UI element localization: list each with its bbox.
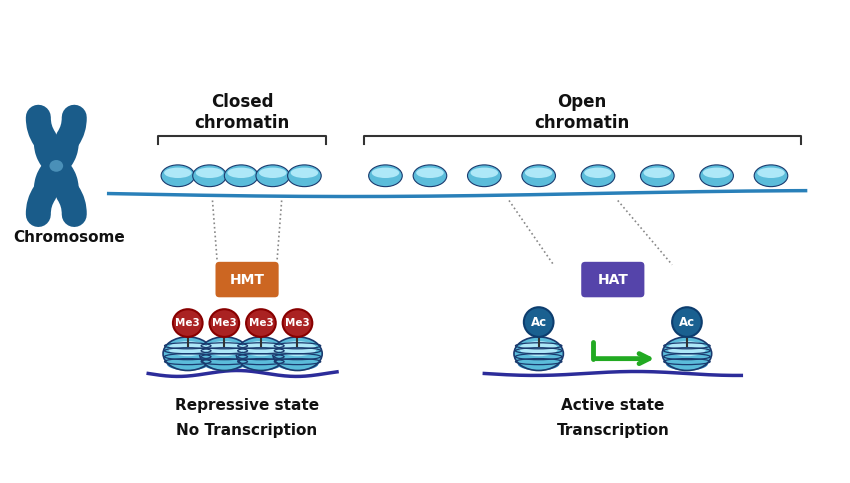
- Ellipse shape: [514, 337, 564, 370]
- Ellipse shape: [470, 174, 499, 184]
- Ellipse shape: [413, 165, 447, 186]
- Ellipse shape: [241, 341, 280, 356]
- Ellipse shape: [163, 337, 212, 370]
- Ellipse shape: [703, 168, 730, 178]
- Text: HMT: HMT: [230, 272, 264, 286]
- Ellipse shape: [163, 174, 192, 184]
- FancyBboxPatch shape: [214, 261, 280, 298]
- Ellipse shape: [524, 174, 553, 184]
- Ellipse shape: [276, 357, 319, 370]
- Ellipse shape: [291, 168, 318, 178]
- Ellipse shape: [48, 159, 65, 173]
- Ellipse shape: [203, 357, 246, 370]
- Ellipse shape: [662, 337, 711, 370]
- Ellipse shape: [757, 168, 785, 178]
- Text: Transcription: Transcription: [557, 423, 669, 438]
- Ellipse shape: [273, 337, 322, 370]
- Ellipse shape: [584, 174, 612, 184]
- Ellipse shape: [205, 341, 244, 356]
- Ellipse shape: [209, 309, 239, 337]
- Text: Chromosome: Chromosome: [13, 230, 125, 245]
- Ellipse shape: [371, 168, 399, 178]
- Ellipse shape: [672, 307, 702, 337]
- Ellipse shape: [518, 357, 559, 370]
- Ellipse shape: [240, 357, 282, 370]
- Ellipse shape: [641, 165, 674, 186]
- Ellipse shape: [643, 174, 672, 184]
- Ellipse shape: [643, 168, 672, 178]
- Ellipse shape: [416, 174, 445, 184]
- Ellipse shape: [227, 174, 255, 184]
- Text: Me3: Me3: [212, 318, 236, 328]
- Ellipse shape: [668, 341, 706, 356]
- Ellipse shape: [167, 357, 209, 370]
- Ellipse shape: [161, 165, 195, 186]
- Ellipse shape: [193, 165, 226, 186]
- Ellipse shape: [168, 341, 207, 356]
- Text: Active state: Active state: [561, 398, 665, 413]
- Ellipse shape: [416, 168, 444, 178]
- Ellipse shape: [196, 168, 224, 178]
- Ellipse shape: [524, 307, 553, 337]
- Ellipse shape: [522, 165, 556, 186]
- Ellipse shape: [227, 168, 255, 178]
- Ellipse shape: [756, 174, 785, 184]
- Ellipse shape: [471, 168, 498, 178]
- Ellipse shape: [290, 174, 319, 184]
- Ellipse shape: [287, 165, 321, 186]
- Ellipse shape: [196, 174, 224, 184]
- Ellipse shape: [468, 165, 502, 186]
- Ellipse shape: [371, 174, 399, 184]
- Ellipse shape: [224, 165, 258, 186]
- Text: Me3: Me3: [285, 318, 310, 328]
- Text: Me3: Me3: [248, 318, 274, 328]
- Ellipse shape: [283, 309, 312, 337]
- Ellipse shape: [584, 168, 612, 178]
- Ellipse shape: [259, 168, 286, 178]
- Ellipse shape: [258, 174, 287, 184]
- Ellipse shape: [666, 357, 708, 370]
- Ellipse shape: [700, 165, 734, 186]
- Ellipse shape: [246, 309, 275, 337]
- Ellipse shape: [278, 341, 317, 356]
- Ellipse shape: [173, 309, 202, 337]
- Ellipse shape: [754, 165, 788, 186]
- Ellipse shape: [525, 168, 552, 178]
- Ellipse shape: [164, 168, 191, 178]
- Text: Closed
chromatin: Closed chromatin: [195, 94, 290, 132]
- Text: Ac: Ac: [530, 315, 547, 328]
- Ellipse shape: [256, 165, 290, 186]
- Ellipse shape: [369, 165, 402, 186]
- Text: Me3: Me3: [175, 318, 200, 328]
- Ellipse shape: [519, 341, 558, 356]
- Text: HAT: HAT: [598, 272, 628, 286]
- Text: Repressive state: Repressive state: [175, 398, 319, 413]
- Ellipse shape: [581, 165, 615, 186]
- Text: No Transcription: No Transcription: [177, 423, 318, 438]
- Text: Ac: Ac: [679, 315, 695, 328]
- Ellipse shape: [200, 337, 249, 370]
- FancyBboxPatch shape: [581, 261, 645, 298]
- Text: Open
chromatin: Open chromatin: [535, 94, 630, 132]
- Ellipse shape: [702, 174, 731, 184]
- Ellipse shape: [236, 337, 286, 370]
